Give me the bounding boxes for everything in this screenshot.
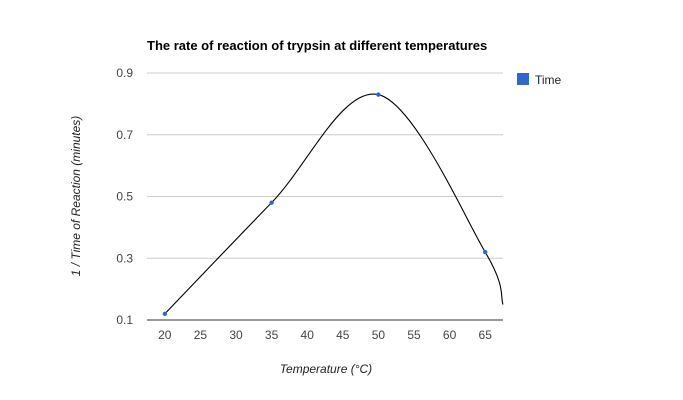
y-axis-label: 1 / Time of Reaction (minutes): [69, 116, 83, 277]
data-point: [162, 311, 167, 317]
y-tick-label: 0.9: [116, 66, 133, 80]
x-axis-label: Temperature (°C): [280, 362, 372, 376]
x-tick-label: 40: [301, 328, 315, 342]
data-point: [269, 200, 274, 205]
x-tick-label: 30: [229, 328, 243, 342]
x-tick-label: 45: [336, 328, 350, 342]
data-point: [376, 92, 381, 97]
y-tick-label: 0.7: [116, 128, 133, 142]
chart-title: The rate of reaction of trypsin at diffe…: [147, 38, 487, 53]
x-tick-label: 60: [443, 328, 457, 342]
x-axis-ticks: 20 25 30 35 40 45 50 55 60 65: [158, 328, 492, 342]
x-tick-label: 25: [194, 328, 208, 342]
gridlines: [147, 72, 503, 321]
series-line: [164, 93, 504, 315]
y-tick-label: 0.1: [116, 313, 133, 327]
legend-label: Time: [535, 73, 562, 87]
data-point: [483, 249, 488, 255]
x-tick-label: 55: [407, 328, 421, 342]
x-tick-label: 35: [265, 328, 279, 342]
series-layer: [162, 92, 504, 317]
x-tick-label: 20: [158, 328, 172, 342]
x-tick-label: 65: [479, 328, 493, 342]
legend-swatch: [517, 73, 529, 85]
y-axis-ticks: 0.1 0.3 0.5 0.7 0.9: [116, 66, 133, 327]
x-tick-label: 50: [372, 328, 386, 342]
legend: Time: [517, 73, 562, 87]
y-tick-label: 0.3: [116, 251, 133, 265]
y-tick-label: 0.5: [116, 190, 133, 204]
